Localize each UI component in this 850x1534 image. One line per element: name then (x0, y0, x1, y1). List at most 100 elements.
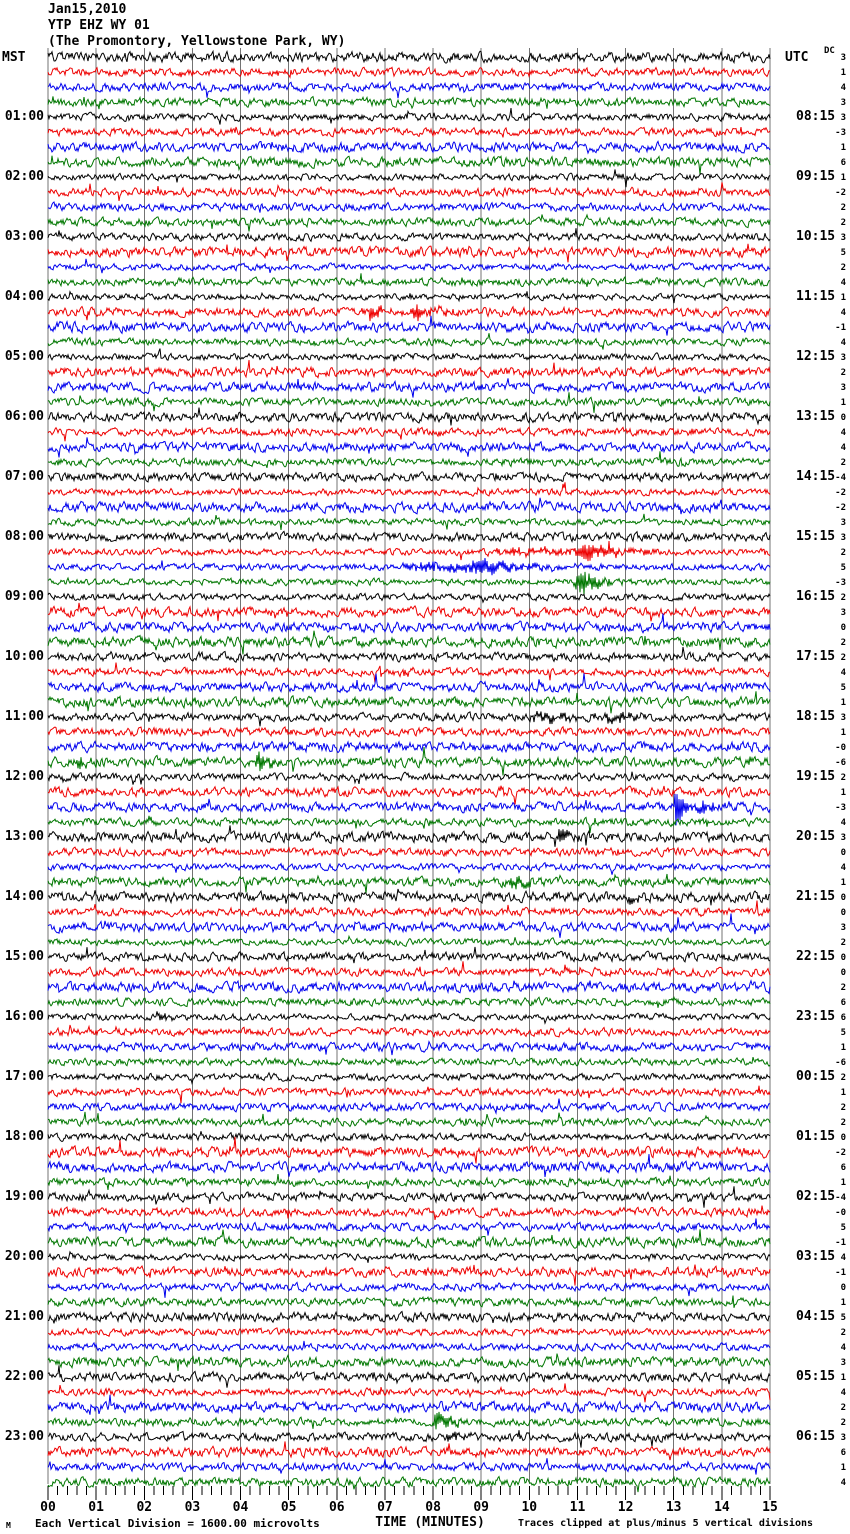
dc-offset-value: -3 (835, 803, 846, 813)
dc-offset-value: 0 (840, 908, 846, 918)
left-time-label: 21:00 (4, 1309, 44, 1324)
dc-offset-value: 1 (840, 68, 846, 78)
seismogram-trace-row (47, 513, 771, 530)
footer-left-note: Each Vertical Division = 1600.00 microvo… (35, 1517, 320, 1530)
dc-offset-value: 1 (840, 398, 846, 408)
dc-offset-value: 2 (840, 1118, 846, 1128)
seismogram-trace-row (47, 1056, 771, 1067)
seismogram-trace-row (47, 66, 770, 79)
right-time-label: 13:15 (796, 409, 836, 424)
right-time-label: 18:15 (796, 709, 836, 724)
dc-offset-value: 2 (840, 458, 846, 468)
seismogram-trace-row (47, 140, 771, 155)
seismogram-trace-row (47, 740, 771, 754)
seismogram-trace-row (47, 900, 771, 918)
seismogram-trace-row (47, 530, 771, 543)
seismogram-trace-row (47, 1441, 771, 1461)
left-time-label: 05:00 (4, 349, 44, 364)
dc-offset-value: 2 (840, 263, 846, 273)
seismogram-trace-row (47, 315, 771, 336)
seismogram-trace-row (47, 541, 771, 562)
seismogram-trace-row (47, 888, 771, 906)
seismogram-trace-row (47, 1040, 771, 1056)
left-time-label: 09:00 (4, 589, 44, 604)
dc-offset-value: -0 (835, 1208, 846, 1218)
dc-offset-value: 1 (840, 1043, 846, 1053)
dc-offset-value: -6 (835, 1058, 846, 1068)
left-time-label: 23:00 (4, 1429, 44, 1444)
seismogram-trace-row (47, 273, 771, 288)
seismogram-trace-row (47, 647, 771, 664)
seismogram-trace-row (47, 1365, 771, 1388)
dc-offset-value: 4 (840, 428, 846, 438)
right-time-label: 17:15 (796, 649, 836, 664)
dc-offset-value: -1 (835, 1268, 846, 1278)
left-time-label: 10:00 (4, 649, 44, 664)
title-station: YTP EHZ WY 01 (48, 18, 150, 33)
dc-offset-value: 4 (840, 443, 846, 453)
right-time-label: 22:15 (796, 949, 836, 964)
x-tick-label: 05 (280, 1500, 297, 1515)
dc-offset-value: 3 (840, 1358, 846, 1368)
x-tick-label: 14 (714, 1500, 730, 1515)
corner-mark: M (6, 1521, 11, 1530)
seismogram-trace-row (47, 1186, 771, 1208)
seismogram-trace-row (47, 725, 771, 738)
seismogram-trace-row (47, 348, 771, 362)
x-tick-label: 07 (377, 1500, 393, 1515)
seismogram-trace-row (47, 1174, 770, 1190)
seismogram-trace-row (47, 846, 771, 858)
dc-offset-value: 2 (840, 1403, 846, 1413)
right-time-label: 14:15 (796, 469, 836, 484)
seismogram-trace-row (47, 1295, 771, 1309)
dc-offset-value: 1 (840, 728, 846, 738)
right-time-label: 11:15 (796, 289, 836, 304)
dc-offset-value: 5 (840, 248, 846, 258)
dc-offset-value: 3 (840, 923, 846, 933)
dc-offset-value: -3 (835, 578, 846, 588)
seismogram-trace-row (47, 169, 771, 188)
left-time-label: 06:00 (4, 409, 44, 424)
dc-offset-value: 2 (840, 1418, 846, 1428)
seismogram-trace-row (47, 258, 771, 274)
right-time-label: 16:15 (796, 589, 836, 604)
dc-offset-value: 1 (840, 1178, 846, 1188)
seismogram-trace-row (47, 126, 771, 138)
x-tick-label: 04 (232, 1500, 249, 1515)
dc-offset-value: -0 (835, 743, 846, 753)
left-time-label: 13:00 (4, 829, 44, 844)
dc-offset-value: 4 (840, 1478, 846, 1488)
seismogram-trace-row (47, 1394, 771, 1415)
right-time-label: 03:15 (796, 1249, 836, 1264)
dc-offset-value: 6 (840, 1163, 846, 1173)
x-tick-label: 08 (425, 1500, 441, 1515)
seismogram-trace-row (47, 471, 771, 483)
dc-offset-value: 1 (840, 143, 846, 153)
dc-offset-value: 3 (840, 98, 846, 108)
seismogram-trace-row (47, 304, 771, 322)
seismogram-trace-row (47, 1353, 771, 1372)
seismogram-trace-row (47, 785, 771, 805)
seismogram-trace-row (47, 1327, 771, 1338)
seismogram-trace-row (47, 1111, 771, 1128)
seismogram-trace-row (47, 771, 771, 785)
dc-offset-value: -1 (835, 1238, 846, 1248)
dc-offset-value: 3 (840, 113, 846, 123)
seismogram-trace-row (47, 961, 771, 978)
seismogram-trace-row (47, 1383, 771, 1403)
dc-offset-value: 3 (840, 233, 846, 243)
seismogram-trace-row (47, 913, 771, 938)
seismogram-trace-row (47, 378, 771, 398)
dc-offset-value: 1 (840, 788, 846, 798)
seismogram-trace-row (47, 1131, 771, 1144)
dc-offset-value: -3 (835, 128, 846, 138)
x-tick-label: 03 (184, 1500, 201, 1515)
left-time-label: 11:00 (4, 709, 44, 724)
dc-offset-value: 4 (840, 863, 846, 873)
seismogram-trace-row (47, 333, 771, 350)
right-time-label: 21:15 (796, 889, 836, 904)
seismogram-trace-row (47, 673, 771, 694)
seismogram-trace-row (47, 1098, 771, 1115)
dc-offset-value: 4 (840, 338, 846, 348)
